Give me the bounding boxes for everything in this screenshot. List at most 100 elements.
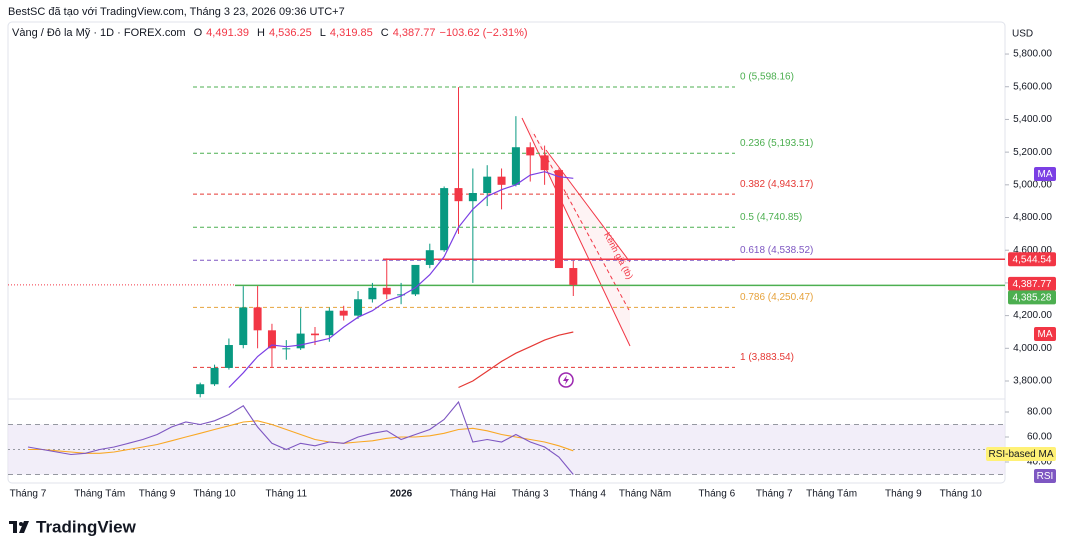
fib-label: 0.382 (4,943.17) [740, 179, 813, 190]
ohlc-key: O [193, 27, 203, 39]
moving-average [228, 171, 574, 388]
ohlc-value: 4,319.85 [329, 27, 373, 39]
candle-body [239, 307, 248, 346]
x-tick-label: Tháng 9 [885, 489, 922, 500]
y-tick-label: 3,800.00 [1013, 376, 1052, 387]
candle-body [253, 307, 262, 331]
rsi-line [27, 400, 574, 475]
change: −103.62 (−2.31%) [439, 27, 528, 39]
legend: Vàng / Đô la Mỹ · 1D · FOREX.com O 4,491.3… [12, 27, 528, 39]
y-tick-label: 80.00 [1027, 407, 1052, 418]
rsi-line [28, 420, 574, 454]
ma-badge-bg [1034, 327, 1056, 341]
y-tick-label: 5,000.00 [1013, 179, 1052, 190]
currency: USD [1012, 29, 1033, 40]
candle-body [325, 310, 334, 336]
x-tick-label: Tháng 6 [698, 489, 735, 500]
candle-body [497, 176, 506, 185]
y-tick-label: 5,400.00 [1013, 114, 1052, 125]
x-tick-label: Tháng 4 [569, 489, 606, 500]
candle-body [282, 348, 291, 350]
x-tick-label: Tháng Tám [74, 489, 125, 500]
event-icon-bolt [563, 375, 569, 385]
candle-body [296, 333, 305, 349]
price-badge: 4,387.77 [1013, 279, 1052, 290]
candle-body [483, 176, 492, 193]
y-tick-label: 5,200.00 [1013, 147, 1052, 158]
candle-body [440, 188, 449, 251]
rsi-badge-bg [986, 447, 1056, 461]
candle-body [569, 268, 578, 285]
y-tick-label: 5,800.00 [1013, 49, 1052, 60]
candle-body [411, 264, 420, 295]
fib-label: 1 (3,883.54) [740, 352, 794, 363]
ma-badge-bg [1034, 167, 1056, 181]
ohlc-value: 4,536.25 [268, 27, 312, 39]
x-tick-label: Tháng 10 [940, 489, 983, 500]
candle-body [368, 287, 377, 300]
price-badge-bg [1008, 252, 1056, 267]
ohlc-value: 4,491.39 [206, 27, 249, 39]
moving-average [458, 331, 574, 389]
ma-badge: MA [1038, 329, 1053, 340]
candle-body [511, 147, 520, 185]
ohlc-key: L [319, 27, 326, 39]
y-tick-label: 40.00 [1027, 457, 1052, 468]
x-tick-label: Tháng 7 [10, 489, 47, 500]
ohlc-key: H [257, 27, 265, 39]
tradingview-logo [9, 521, 29, 533]
candle-body [224, 345, 233, 368]
candle-body [339, 310, 348, 316]
rsi-badge-bg [1034, 469, 1056, 483]
attribution: BestSC đã tạo với TradingView.com, Tháng… [8, 6, 345, 18]
price-badge: 4,544.54 [1013, 254, 1052, 265]
price-badge: 4,385.28 [1013, 292, 1052, 303]
ma-badge: MA [1038, 169, 1053, 180]
x-tick-label: Tháng Năm [619, 489, 671, 500]
candle-body [540, 155, 549, 171]
candle-body [196, 384, 205, 395]
channel-mid [533, 133, 631, 313]
candle-body [267, 330, 276, 349]
fib-label: 0.618 (4,538.52) [740, 245, 813, 256]
candle-body [397, 294, 406, 296]
candle-body [526, 147, 535, 156]
logo-part [13, 521, 17, 533]
ohlc-value: 4,387.77 [392, 27, 436, 39]
x-tick-label: 2026 [390, 489, 413, 500]
candle-body [468, 192, 477, 202]
x-tick-label: Tháng 10 [193, 489, 236, 500]
rsi-band [8, 424, 1005, 475]
x-tick-label: Tháng 7 [756, 489, 793, 500]
candle-body [425, 250, 434, 265]
fib-label: 0.5 (4,740.85) [740, 212, 802, 223]
y-tick-label: 4,000.00 [1013, 343, 1052, 354]
x-tick-label: Tháng 9 [139, 489, 176, 500]
candle-body [210, 367, 219, 385]
x-tick-label: Tháng 11 [266, 489, 308, 500]
candle-body [311, 333, 319, 336]
ohlc-key: C [380, 27, 389, 39]
y-tick-label: 5,600.00 [1013, 81, 1052, 92]
candle-body [454, 188, 463, 202]
brand: TradingView [36, 517, 137, 536]
channel-line [521, 117, 631, 347]
logo-part [19, 522, 23, 526]
x-tick-label: Tháng Tám [806, 489, 857, 500]
channel-line [545, 149, 631, 263]
candle-body [554, 170, 563, 269]
symbol: Vàng / Đô la Mỹ · 1D · FOREX.com [12, 27, 186, 39]
logo-part [19, 521, 29, 533]
rsi-badge: RSI-based MA [988, 449, 1053, 460]
candle-body [354, 299, 363, 316]
rsi-badge: RSI [1037, 471, 1054, 482]
fib-label: 0 (5,598.16) [740, 72, 794, 83]
candle-body [382, 287, 391, 295]
y-tick-label: 4,200.00 [1013, 310, 1052, 321]
pane-frame [7, 21, 1006, 484]
fib-label: 0.236 (5,193.51) [740, 138, 813, 149]
y-tick-label: 4,800.00 [1013, 212, 1052, 223]
y-tick-label: 4,600.00 [1013, 245, 1052, 256]
